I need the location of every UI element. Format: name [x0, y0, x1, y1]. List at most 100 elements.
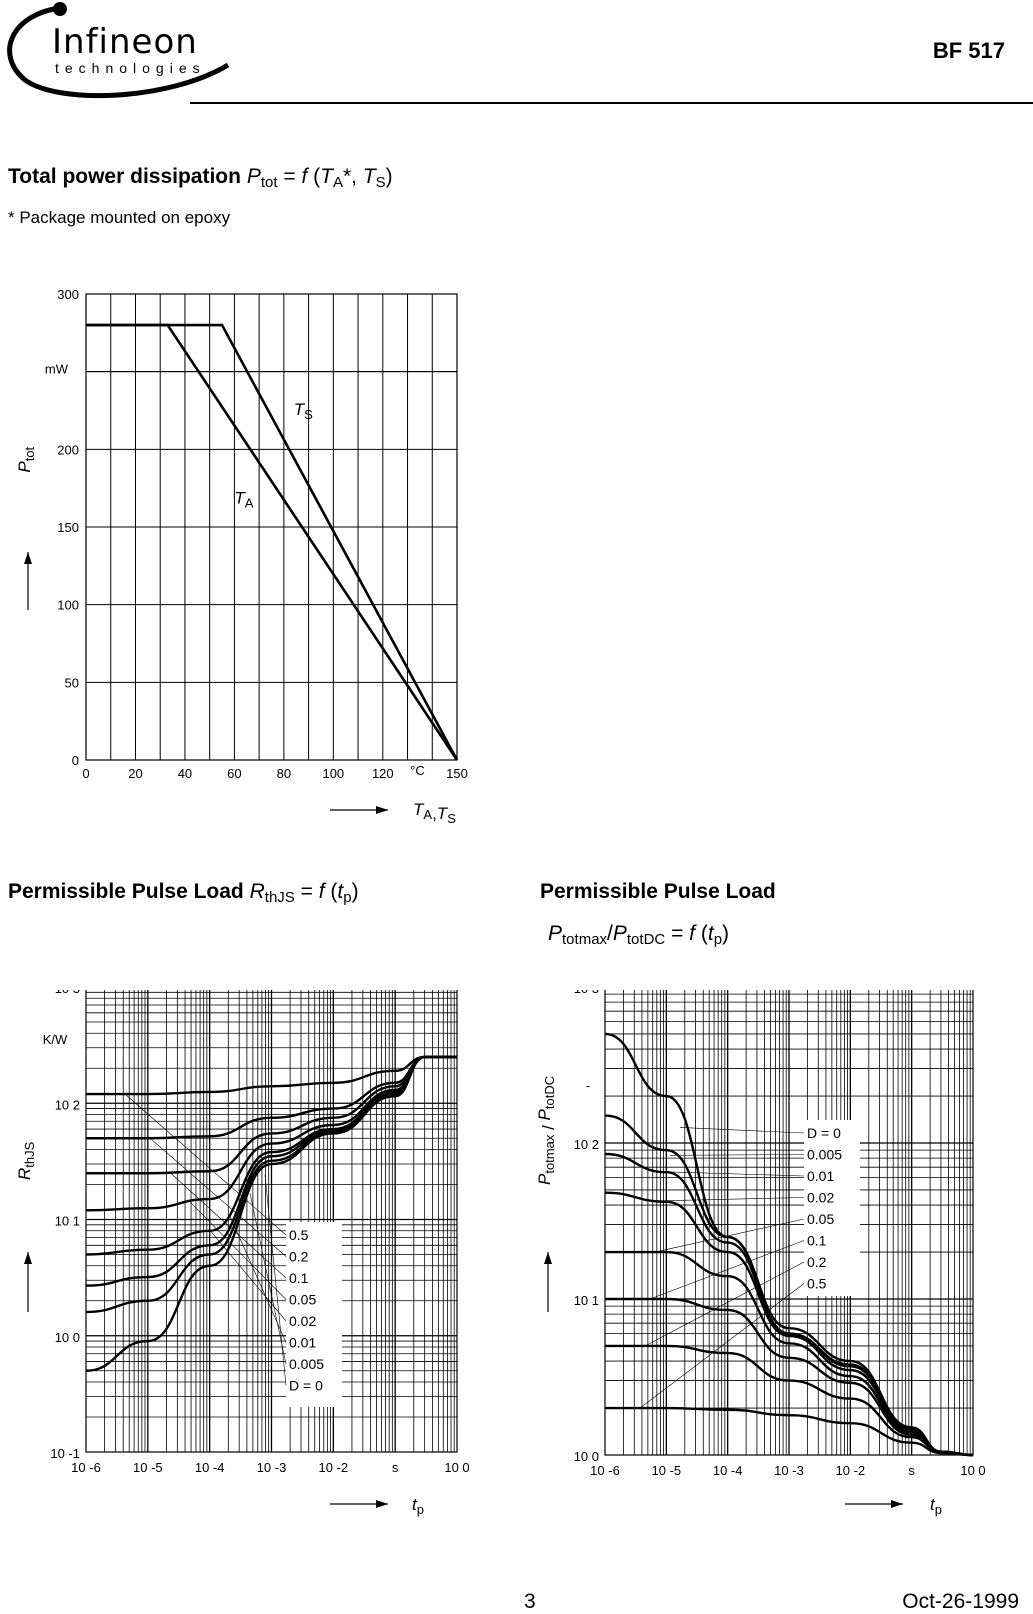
legend-box	[804, 1120, 860, 1296]
chart-rthjs: 10 -6 10 -5 10 -4 10 -3 10 -2 10 0 s 10 -1 10 0 1…	[15, 990, 470, 1517]
legend-leader	[169, 1172, 287, 1279]
legend-leader	[659, 1197, 805, 1202]
x-tick-label: 120	[372, 766, 394, 781]
legend-leader	[209, 1230, 287, 1322]
y-tick-label: 200	[57, 442, 79, 457]
legend-leader	[264, 1174, 287, 1386]
x-tick-label: 10 0	[960, 1463, 985, 1478]
y-tick-label: 10 1	[55, 1214, 80, 1229]
logo-subtitle: technologies	[55, 60, 206, 76]
legend-label: 0.2	[807, 1254, 827, 1270]
x-tick-label: 10 -5	[133, 1460, 163, 1475]
section-title-power: Total power dissipation Ptot = f (TA*, T…	[8, 165, 393, 191]
legend-label: 0.02	[289, 1313, 316, 1329]
x-tick-label: 10 -4	[713, 1463, 743, 1478]
legend-leader	[124, 1093, 287, 1236]
x-tick-label: 10 -4	[195, 1460, 225, 1475]
y-tick-label: 150	[57, 520, 79, 535]
plot-frame	[85, 293, 458, 761]
chart-ptotmax: 10 -6 10 -5 10 -4 10 -3 10 -2 10 0 s 10 0 10 1 10…	[535, 990, 986, 1517]
y-tick-label: 10 0	[55, 1330, 80, 1345]
x-axis-arrow-head	[891, 1500, 903, 1508]
legend-label: 0.005	[289, 1356, 324, 1372]
legend-label: 0.5	[807, 1276, 827, 1292]
legend-label: 0.01	[289, 1335, 316, 1351]
x-unit-label: s	[392, 1460, 399, 1475]
x-axis-title: tp	[412, 1495, 424, 1517]
logo-swoosh	[7, 2, 230, 99]
x-tick-label: 0	[82, 766, 89, 781]
legend-leader	[679, 1127, 805, 1134]
y-tick-label: 10 3	[55, 990, 80, 996]
y-tick-label: 10 2	[574, 1137, 599, 1152]
x-tick-label: 40	[178, 766, 192, 781]
y-axis-title: RthJS	[15, 1141, 37, 1180]
y-tick-label: 50	[65, 675, 79, 690]
legend-label: 0.1	[807, 1233, 827, 1249]
x-tick-label: 10 -2	[836, 1463, 866, 1478]
y-tick-label: 10 3	[574, 990, 599, 996]
y-unit-label: mW	[45, 362, 69, 377]
series-line-0.2	[604, 1344, 974, 1457]
y-axis-title: Ptotmax / PtotDC	[535, 1076, 558, 1185]
legend-label: 0.05	[807, 1211, 834, 1227]
y-tick-label: 100	[57, 598, 79, 613]
section-title-rthjs: Permissible Pulse Load RthJS = f (tp)	[8, 880, 359, 906]
y-tick-label: 10 0	[574, 1449, 599, 1464]
x-tick-label: 100	[322, 766, 344, 781]
legend-leader	[644, 1261, 805, 1347]
legend-leader	[149, 1137, 287, 1257]
y-axis-arrow-head	[24, 1252, 32, 1264]
logo: Infineon technologies	[0, 0, 240, 105]
chart-power-dissipation: 0 20 40 60 80 100 120 150 °C 0 50 100 150 200 300 mW TS T…	[15, 287, 468, 826]
legend-label: 0.05	[289, 1292, 316, 1308]
y-axis-arrow-head	[24, 552, 32, 564]
legend-leader	[664, 1171, 805, 1177]
page-number: 3	[524, 1590, 536, 1613]
series-line-0.5	[604, 1406, 974, 1457]
x-tick-label: 10 -3	[257, 1460, 287, 1475]
legend-label: D = 0	[807, 1125, 841, 1141]
legend-leader	[649, 1240, 805, 1300]
y-axis-title: Ptot	[15, 446, 37, 472]
legend-label: 0.01	[807, 1168, 834, 1184]
y-unit-label: K/W	[43, 1032, 68, 1047]
legend-leader	[654, 1218, 805, 1253]
x-unit-label: °C	[410, 763, 425, 778]
legend-label: D = 0	[289, 1378, 323, 1394]
x-tick-label: 10 0	[444, 1460, 469, 1475]
y-tick-label: 300	[57, 287, 79, 302]
plot-frame	[604, 990, 974, 1456]
x-tick-label: 10 -2	[319, 1460, 349, 1475]
legend-leader	[669, 1154, 805, 1156]
series-line-D0	[85, 1055, 457, 1372]
series-line-TA	[86, 323, 459, 761]
legend-label: 0.2	[289, 1249, 309, 1265]
legend-label: 0.1	[289, 1270, 309, 1286]
legend-label: 0.005	[807, 1147, 842, 1163]
x-tick-label: 80	[277, 766, 291, 781]
legend-leader	[229, 1215, 287, 1343]
plot-frame	[85, 990, 458, 1453]
curve-label-TS: TS	[294, 400, 313, 422]
y-tick-label: 0	[72, 753, 79, 768]
x-tick-label: 20	[128, 766, 142, 781]
legend-leader	[639, 1283, 805, 1409]
footer-date: Oct-26-1999	[902, 1590, 1019, 1613]
curve-label-TA: TA	[234, 489, 253, 511]
legend-leader	[249, 1193, 287, 1365]
x-unit-label: s	[908, 1463, 915, 1478]
y-axis-arrow-head	[544, 1252, 552, 1264]
y-tick-label: 10 2	[55, 1097, 80, 1112]
legend-label: 0.5	[289, 1227, 309, 1243]
legend-box	[286, 1222, 342, 1407]
part-number: BF 517	[932, 38, 1005, 63]
x-tick-label: 60	[227, 766, 241, 781]
x-axis-arrow-head	[376, 806, 388, 814]
logo-name: Infineon	[52, 22, 198, 62]
x-tick-label: 10 -3	[774, 1463, 804, 1478]
formula-ptot: Ptot = f (TA*, TS)	[246, 165, 393, 191]
header-rule	[190, 102, 1033, 104]
formula-ptotmax: Ptotmax/PtotDC = f (tp)	[548, 922, 730, 948]
formula-rthjs: RthJS = f (tp)	[249, 880, 359, 906]
